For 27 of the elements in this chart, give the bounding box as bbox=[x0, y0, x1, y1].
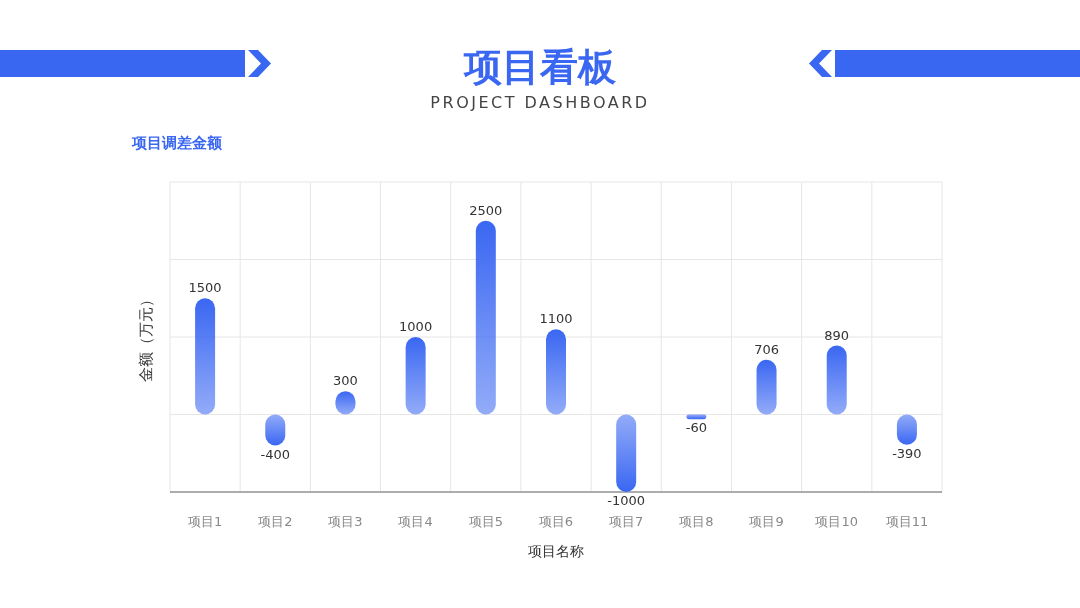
x-tick-label: 项目10 bbox=[815, 514, 858, 529]
data-label: -390 bbox=[892, 445, 922, 461]
x-tick-label: 项目2 bbox=[258, 514, 293, 529]
x-tick-label: 项目8 bbox=[679, 514, 714, 529]
x-tick-label: 项目9 bbox=[749, 514, 784, 529]
x-tick-label: 项目1 bbox=[187, 514, 223, 529]
x-tick-label: 项目4 bbox=[398, 514, 433, 529]
x-tick-label: 项目11 bbox=[885, 514, 929, 529]
x-axis-title: 项目名称 bbox=[528, 543, 584, 559]
x-tick-label: 项目3 bbox=[328, 514, 363, 529]
x-tick-label: 项目7 bbox=[609, 514, 644, 529]
x-tick-label: 项目6 bbox=[538, 514, 574, 529]
y-axis-title: 金额（万元） bbox=[137, 292, 155, 382]
chart-subtitle: PROJECT DASHBOARD bbox=[430, 93, 650, 112]
data-label: 706 bbox=[754, 341, 779, 357]
data-label: -1000 bbox=[607, 493, 646, 508]
x-tick-label: 项目5 bbox=[468, 514, 503, 529]
data-label: 2500 bbox=[469, 202, 503, 218]
data-label: -60 bbox=[685, 420, 707, 436]
data-label: 890 bbox=[824, 327, 850, 343]
text: 项目调差金额 bbox=[131, 134, 223, 152]
data-label: 1500 bbox=[188, 280, 222, 296]
data-label: 1100 bbox=[539, 311, 573, 327]
data-label: 1000 bbox=[399, 319, 433, 334]
chart-title: 项目看板 bbox=[463, 45, 617, 89]
data-label: 300 bbox=[333, 373, 358, 389]
data-label: -400 bbox=[260, 446, 291, 462]
